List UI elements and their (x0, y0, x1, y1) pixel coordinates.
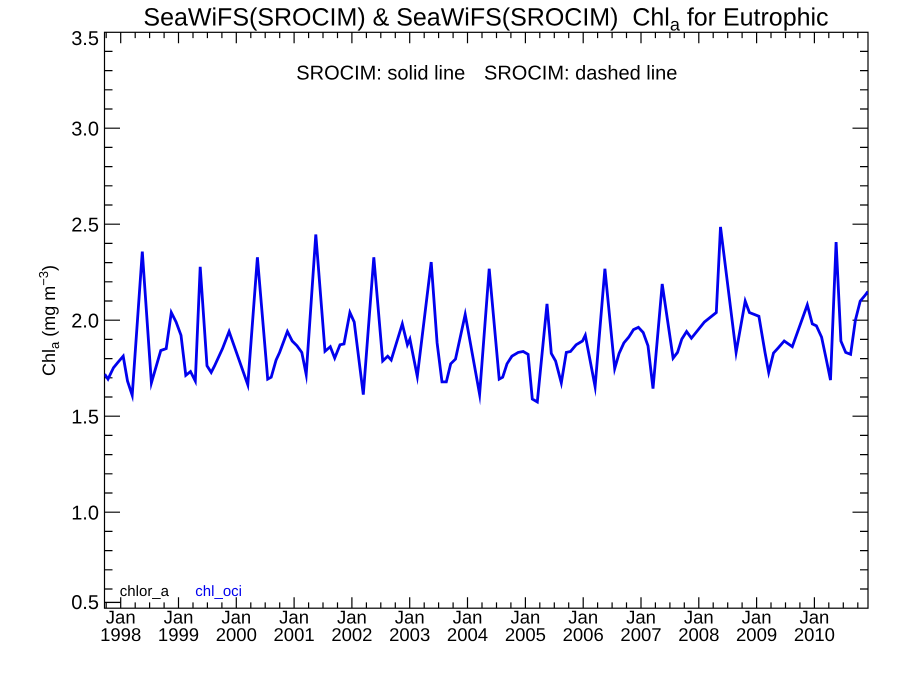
svg-text:0.5: 0.5 (71, 592, 99, 614)
svg-text:Jan: Jan (395, 607, 425, 628)
svg-text:SeaWiFS(SROCIM) & SeaWiFS(SROC: SeaWiFS(SROCIM) & SeaWiFS(SROCIM) Chla f… (143, 3, 828, 34)
svg-text:2005: 2005 (505, 624, 546, 645)
svg-text:2009: 2009 (736, 624, 777, 645)
svg-text:SROCIM: dashed line: SROCIM: dashed line (484, 62, 677, 84)
svg-text:1.5: 1.5 (71, 406, 99, 428)
svg-text:2001: 2001 (274, 624, 315, 645)
svg-text:3.5: 3.5 (71, 28, 99, 50)
svg-text:Jan: Jan (799, 607, 829, 628)
svg-text:1998: 1998 (100, 624, 141, 645)
svg-text:Jan: Jan (337, 607, 367, 628)
svg-text:Jan: Jan (164, 607, 194, 628)
svg-text:2008: 2008 (678, 624, 719, 645)
svg-text:Jan: Jan (279, 607, 309, 628)
svg-text:Jan: Jan (221, 607, 251, 628)
svg-text:Jan: Jan (684, 607, 714, 628)
svg-text:Jan: Jan (626, 607, 656, 628)
svg-text:2002: 2002 (331, 624, 372, 645)
svg-text:Jan: Jan (106, 607, 136, 628)
svg-text:chlor_a: chlor_a (120, 583, 170, 600)
svg-text:2.0: 2.0 (71, 310, 99, 332)
svg-text:2000: 2000 (216, 624, 257, 645)
svg-text:SROCIM: solid line: SROCIM: solid line (296, 62, 465, 84)
svg-text:2003: 2003 (389, 624, 430, 645)
svg-text:2006: 2006 (563, 624, 604, 645)
svg-text:chl_oci: chl_oci (195, 583, 242, 600)
svg-text:1.0: 1.0 (71, 502, 99, 524)
svg-text:Jan: Jan (742, 607, 772, 628)
svg-text:2007: 2007 (620, 624, 661, 645)
svg-text:Jan: Jan (568, 607, 598, 628)
svg-text:Jan: Jan (453, 607, 483, 628)
svg-text:2010: 2010 (794, 624, 835, 645)
svg-text:2004: 2004 (447, 624, 488, 645)
svg-text:Jan: Jan (510, 607, 540, 628)
svg-text:2.5: 2.5 (71, 214, 99, 236)
svg-text:1999: 1999 (158, 624, 199, 645)
svg-text:3.0: 3.0 (71, 118, 99, 140)
